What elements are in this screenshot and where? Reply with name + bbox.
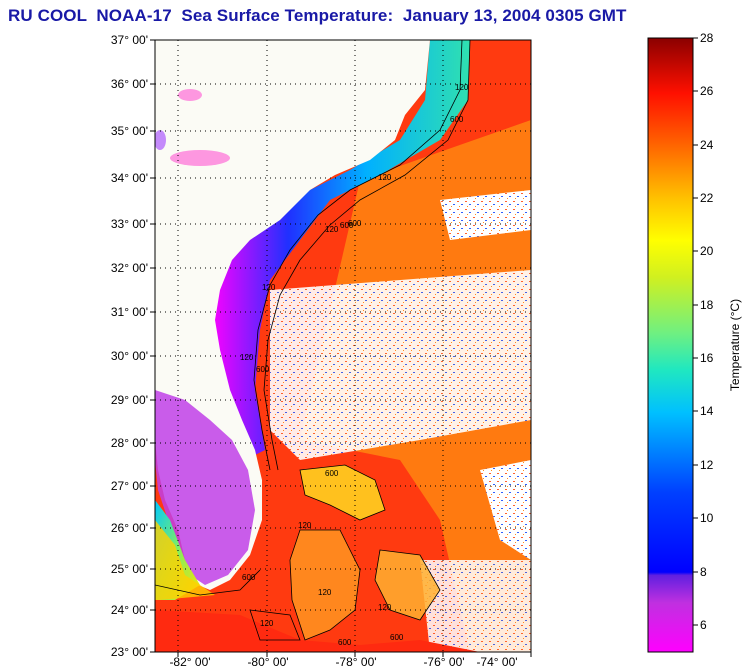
colorbar-tick-label: 24	[700, 138, 714, 152]
isobath-label: 600	[338, 638, 352, 647]
isobath-label: 600	[242, 573, 256, 582]
sst-map: 120 600 120 600 120 600 120 120 600 600 …	[155, 40, 531, 652]
latitude-label: 36° 00'	[110, 77, 148, 91]
isobath-600	[263, 40, 471, 471]
map-frame	[154, 39, 532, 653]
isobath-label: 120	[262, 283, 276, 292]
cloud-cover	[440, 190, 531, 240]
graticule	[155, 40, 531, 652]
shelf-water	[210, 40, 470, 460]
bahama-bank	[290, 530, 360, 640]
isobath-label: 120	[325, 225, 339, 234]
isobath-label: 600	[340, 221, 354, 230]
isobath-label: 600	[325, 469, 339, 478]
colorbar-tick-label: 22	[700, 191, 714, 205]
isobath-label: 120	[378, 173, 392, 182]
isobath-bahamas	[299, 464, 386, 521]
colorbar-tick-label: 16	[700, 351, 714, 365]
isobath-label: 120	[298, 521, 312, 530]
map-title: RU COOL NOAA-17 Sea Surface Temperature:…	[8, 6, 627, 25]
southern-water	[155, 610, 480, 652]
colorbar-tick-label: 14	[700, 404, 714, 418]
latitude-label: 26° 00'	[110, 521, 148, 535]
latitude-label: 25° 00'	[110, 562, 148, 576]
longitude-label: -76° 00'	[423, 655, 465, 669]
isobath-120	[253, 40, 463, 471]
colorbar-tick-label: 28	[700, 31, 714, 45]
colorbar-tick-label: 20	[700, 244, 714, 258]
latitude-label: 28° 00'	[110, 436, 148, 450]
isobath-label: 120	[378, 603, 392, 612]
colorbar-tick-label: 12	[700, 458, 714, 472]
latitude-label: 30° 00'	[110, 349, 148, 363]
isobath-label: 120	[240, 353, 254, 362]
colorbar-label: Temperature (°C)	[728, 298, 742, 392]
bahama-bank	[375, 550, 440, 620]
isobath-bahamas	[374, 549, 441, 621]
cold-patch	[170, 150, 230, 166]
isobath-labels: 120 600 120 600 120 600 120 120 600 600 …	[240, 83, 469, 647]
latitude-label: 29° 00'	[110, 393, 148, 407]
latitude-label: 23° 00'	[110, 645, 148, 659]
colorbar-ticks	[693, 37, 698, 626]
isobath-label: 120	[455, 83, 469, 92]
latitude-label: 33° 00'	[110, 217, 148, 231]
cloud-cover	[420, 560, 531, 652]
isobath-label: 600	[390, 633, 404, 642]
latitude-label: 27° 00'	[110, 479, 148, 493]
latitude-label: 34° 00'	[110, 171, 148, 185]
longitude-label: -78° 00'	[335, 655, 377, 669]
isobath-label: 600	[450, 115, 464, 124]
cold-patch	[155, 130, 166, 150]
map-ticks	[150, 39, 532, 657]
isobath-label: 600	[256, 365, 270, 374]
latitude-label: 31° 00'	[110, 305, 148, 319]
latitude-label: 37° 00'	[110, 33, 148, 47]
isobath-cuba	[249, 609, 301, 641]
cloud-cover	[270, 270, 531, 460]
isobath-label: 600	[348, 219, 362, 228]
cold-patch	[178, 89, 202, 101]
colorbar-tick-label: 6	[700, 618, 707, 632]
longitude-label: -82° 00'	[169, 655, 211, 669]
gulf-water	[155, 520, 215, 600]
colorbar	[647, 37, 694, 653]
florida-peninsula	[155, 390, 255, 585]
latitude-label: 35° 00'	[110, 124, 148, 138]
bahama-bank	[300, 465, 385, 520]
isobath-label: 120	[318, 588, 332, 597]
cloud-cover	[480, 460, 531, 560]
isobath-label: 120	[260, 619, 274, 628]
latitude-label: 24° 00'	[110, 603, 148, 617]
colorbar-tick-label: 8	[700, 565, 707, 579]
longitude-label: -74° 00'	[476, 655, 518, 669]
colorbar-tick-label: 10	[700, 511, 714, 525]
colorbar-tick-label: 18	[700, 298, 714, 312]
isobath-bahamas	[289, 529, 361, 641]
latitude-label: 32° 00'	[110, 261, 148, 275]
colorbar-tick-label: 26	[700, 84, 714, 98]
longitude-label: -80° 00'	[247, 655, 289, 669]
